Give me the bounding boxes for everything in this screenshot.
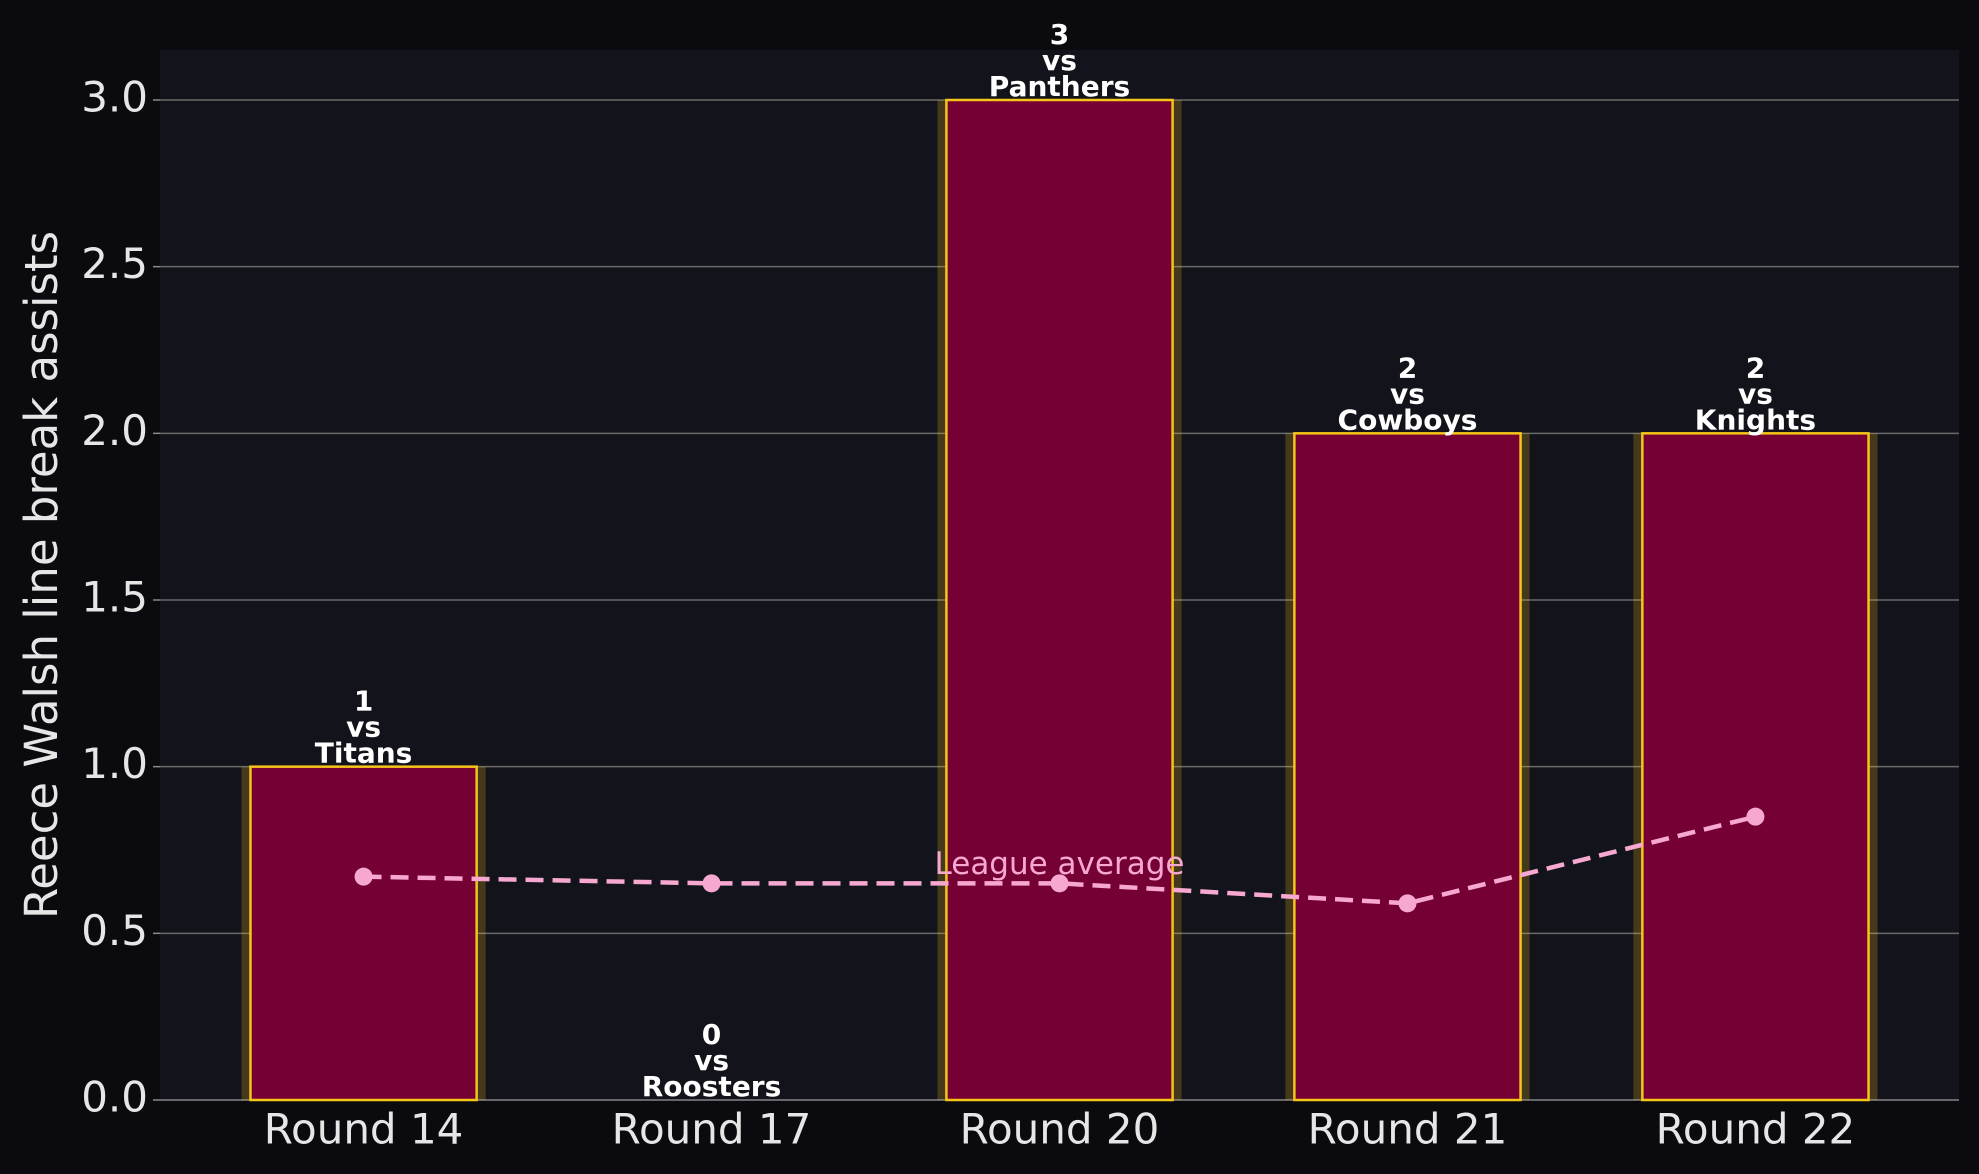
data-label-line: 0 (702, 1018, 721, 1051)
bar (945, 98, 1174, 1102)
data-label: 0 vs Roosters (642, 1018, 782, 1103)
data-label-line: vs (1042, 44, 1077, 77)
data-label-line: 1 (354, 685, 373, 718)
line-point (354, 867, 373, 886)
data-label: 2 vs Knights (1695, 351, 1816, 436)
data-label-line: vs (1738, 377, 1773, 410)
data-label-line: 2 (1746, 351, 1765, 384)
y-tick-label: 3.0 (81, 73, 148, 122)
x-tick-label: Round 17 (612, 1105, 812, 1154)
data-label-line: Titans (315, 737, 413, 770)
line-annotation: League average (935, 846, 1185, 882)
data-label: 3 vs Panthers (989, 18, 1130, 103)
x-tick-label: Round 22 (1656, 1105, 1856, 1154)
data-label-line: Knights (1695, 403, 1816, 436)
data-label-line: Cowboys (1338, 403, 1478, 436)
data-label-line: vs (1390, 377, 1425, 410)
y-tick-label: 1.0 (81, 739, 148, 788)
data-label: 1 vs Titans (315, 685, 413, 770)
line-point (1746, 807, 1765, 826)
bar (1293, 432, 1522, 1102)
y-tick-label: 0.0 (81, 1073, 148, 1122)
y-tick-label: 2.5 (81, 239, 148, 288)
data-label-line: Panthers (989, 70, 1130, 103)
line-point (702, 874, 721, 893)
line-point (1398, 894, 1417, 913)
data-label-line: 2 (1398, 351, 1417, 384)
y-tick-label: 2.0 (81, 406, 148, 455)
data-label-line: vs (346, 711, 381, 744)
y-axis-label: Reece Walsh line break assists (15, 231, 68, 919)
bar (249, 765, 478, 1102)
y-tick-label: 1.5 (81, 573, 148, 622)
data-label-line: 3 (1050, 18, 1069, 51)
line (363, 814, 1756, 906)
bar (1641, 432, 1870, 1102)
x-tick-label: Round 20 (960, 1105, 1160, 1154)
y-tick-label: 0.5 (81, 906, 148, 955)
data-label-line: vs (694, 1044, 729, 1077)
data-label-line: Roosters (642, 1070, 782, 1103)
x-tick-label: Round 14 (264, 1105, 464, 1154)
data-label: 2 vs Cowboys (1338, 351, 1478, 436)
line-point (1050, 874, 1069, 893)
x-tick-label: Round 21 (1308, 1105, 1508, 1154)
